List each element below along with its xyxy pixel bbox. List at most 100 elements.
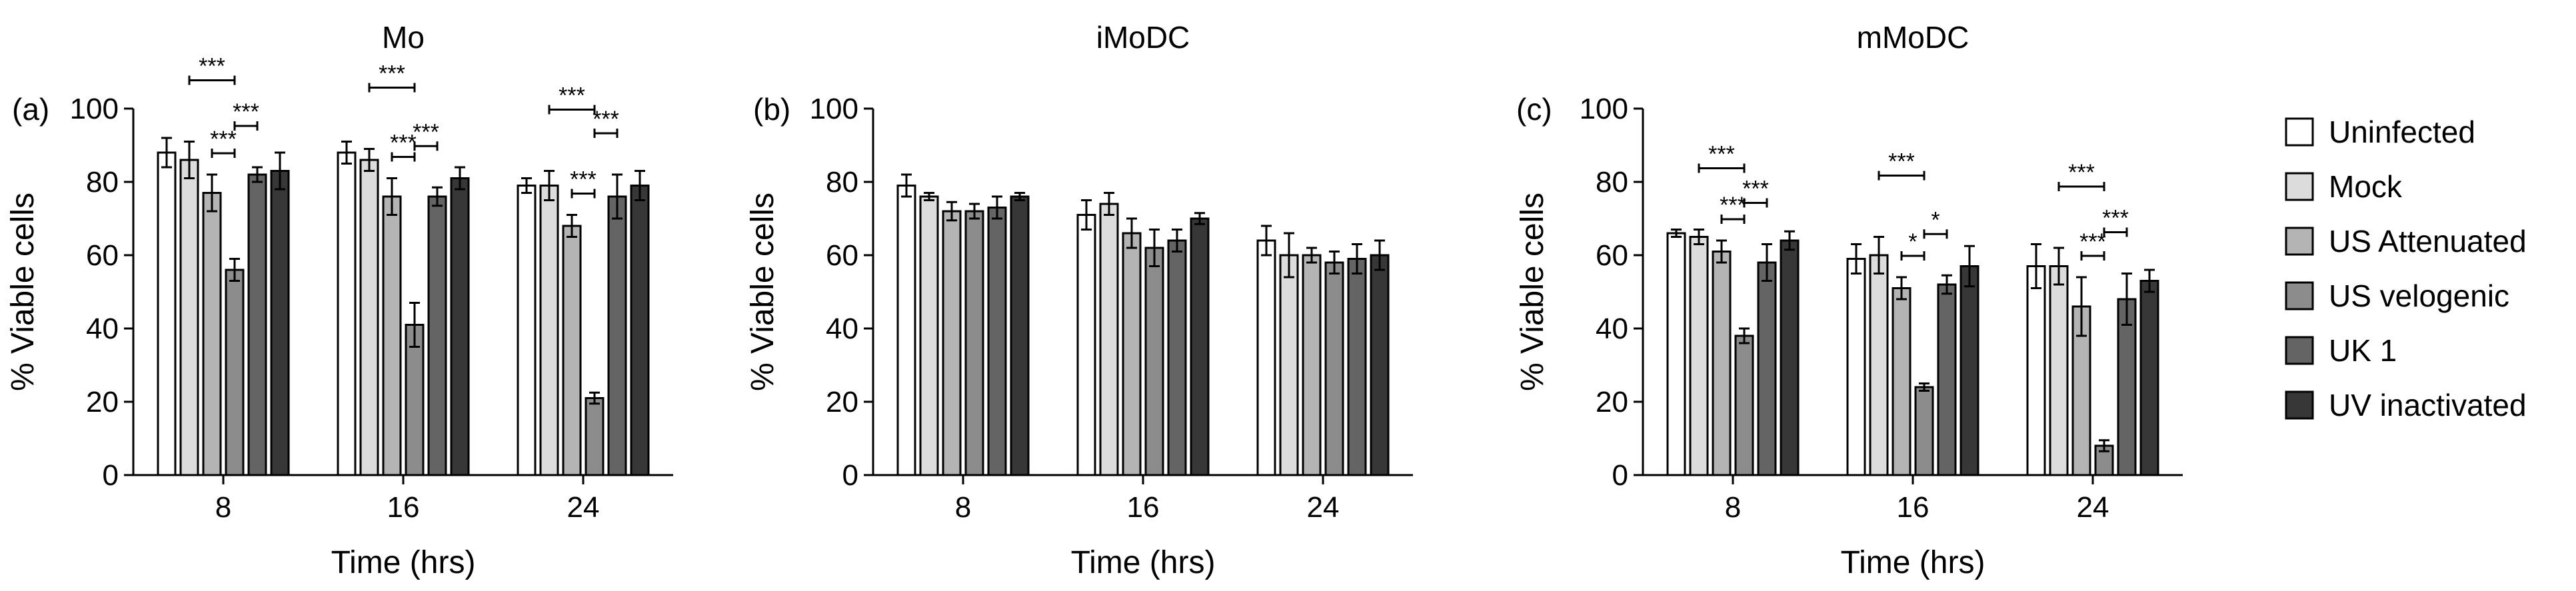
legend-swatch: [2285, 281, 2314, 310]
bar: [1099, 203, 1119, 476]
bar: [1076, 214, 1096, 476]
y-tick-label: 20: [1596, 386, 1628, 418]
significance-label: ***: [1708, 142, 1735, 167]
bar: [919, 195, 939, 476]
legend-swatch: [2285, 336, 2314, 365]
legend-swatch: [2285, 227, 2314, 256]
significance-label: ***: [2102, 206, 2129, 231]
y-tick-label: 40: [86, 312, 119, 345]
bar: [517, 185, 537, 476]
bar: [987, 207, 1007, 476]
bar: [1122, 232, 1142, 476]
bar: [1734, 334, 1754, 476]
bar: [337, 151, 357, 476]
significance-label: ***: [1742, 177, 1769, 202]
legend-label: US velogenic: [2329, 279, 2509, 313]
bar: [1256, 239, 1276, 476]
legend-item: UV inactivated: [2285, 388, 2527, 422]
bar: [562, 225, 582, 476]
x-tick-label: 24: [1307, 491, 1340, 524]
bar: [1144, 247, 1164, 476]
bar: [942, 210, 962, 476]
x-tick-label: 8: [215, 491, 231, 524]
y-tick-label: 100: [1580, 93, 1628, 125]
significance-label: ***: [199, 54, 225, 79]
bar: [2071, 305, 2091, 476]
x-tick-label: 24: [567, 491, 600, 524]
bar: [382, 195, 402, 476]
chart-panel-3: mMoDC (c) 0 20 40 60 80 100 8 16 24 Time (hrs) % Via…: [1515, 20, 2183, 580]
bar: [1712, 251, 1732, 476]
x-axis-title: Time (hrs): [331, 545, 476, 580]
bar: [630, 185, 650, 476]
bar: [1937, 283, 1957, 476]
y-tick-label: 0: [1612, 459, 1628, 492]
y-axis-title: % Viable cells: [745, 193, 780, 391]
panel-letter: (a): [12, 92, 49, 127]
y-tick-label: 80: [1596, 166, 1628, 199]
y-tick-label: 60: [86, 239, 119, 272]
legend-label: Uninfected: [2329, 115, 2475, 149]
legend-item: US velogenic: [2285, 279, 2509, 313]
y-tick-label: 0: [103, 459, 119, 492]
bar: [2026, 265, 2046, 476]
bar: [1757, 261, 1777, 476]
bar: [1347, 258, 1367, 476]
chart-panel-2: iMoDC (b) 0 20 40 60 80 100 8 16 24 Time (hrs) % Via…: [745, 20, 1413, 580]
x-tick-label: 24: [2077, 491, 2109, 524]
significance-label: ***: [390, 131, 417, 156]
y-tick-label: 100: [70, 93, 119, 125]
legend-item: US Attenuated: [2285, 224, 2527, 259]
bar: [2049, 265, 2069, 476]
bar: [359, 159, 379, 476]
legend-swatch: [2285, 390, 2314, 420]
significance-label: ***: [2068, 160, 2095, 185]
y-tick-label: 60: [826, 239, 858, 272]
bar: [1780, 239, 1800, 476]
significance-label: *: [1908, 229, 1917, 255]
bar: [270, 170, 290, 476]
bar: [896, 185, 916, 476]
bar: [1959, 265, 1979, 476]
bar: [450, 177, 470, 476]
significance-label: ***: [559, 83, 585, 109]
bar: [607, 195, 627, 476]
y-tick-label: 40: [1596, 312, 1628, 345]
significance-label: ***: [593, 107, 619, 132]
significance-label: ***: [210, 127, 237, 152]
x-tick-label: 16: [1897, 491, 1930, 524]
bar: [1689, 236, 1709, 476]
chart-panel-1: Mo (a) 0 20 40 60 80 100 8 16 24 Time (hrs) % Viable…: [5, 20, 673, 580]
legend-item: UK 1: [2285, 333, 2397, 368]
y-axis-title: % Viable cells: [5, 193, 41, 391]
x-tick-label: 8: [955, 491, 971, 524]
significance-label: ***: [570, 167, 597, 193]
bar: [585, 397, 605, 476]
significance-label: ***: [413, 119, 439, 145]
significance-label: ***: [379, 61, 405, 87]
bar: [964, 210, 984, 476]
bar: [247, 173, 267, 476]
legend-swatch: [2285, 172, 2314, 201]
x-axis-title: Time (hrs): [1841, 545, 1985, 580]
y-tick-label: 60: [1596, 239, 1628, 272]
bar: [157, 151, 177, 476]
x-tick-label: 16: [1127, 491, 1160, 524]
bar: [1324, 261, 1344, 476]
bar: [1846, 258, 1866, 476]
legend-label: Mock: [2329, 169, 2403, 204]
x-tick-label: 16: [387, 491, 420, 524]
bar: [1370, 254, 1390, 476]
bar: [179, 159, 199, 476]
panel-letter: (c): [1516, 92, 1552, 127]
bar: [225, 269, 245, 476]
panel-title: iMoDC: [1096, 20, 1190, 55]
x-axis-title: Time (hrs): [1071, 545, 1216, 580]
bar: [1869, 254, 1889, 476]
significance-label: ***: [1720, 193, 1746, 218]
panel-letter: (b): [753, 92, 790, 127]
y-tick-label: 40: [826, 312, 858, 345]
